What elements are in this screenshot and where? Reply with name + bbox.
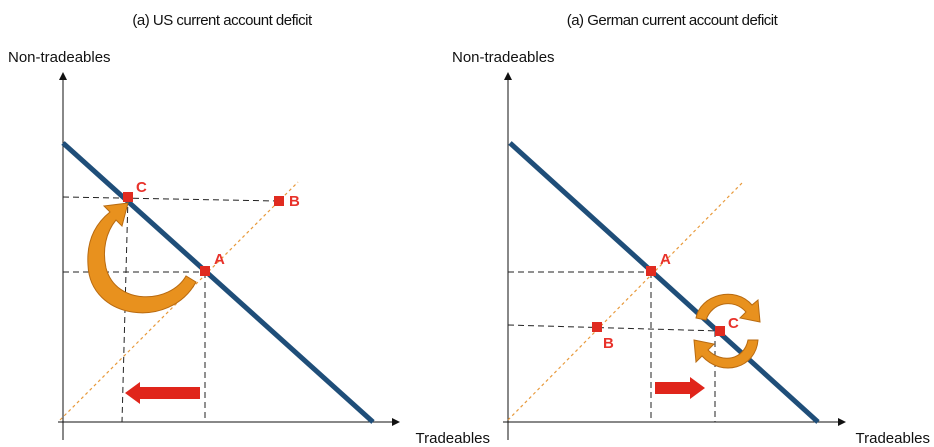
label-c: C bbox=[728, 315, 739, 332]
label-a: A bbox=[214, 251, 225, 268]
point-b bbox=[592, 322, 602, 332]
panel-us: (a) US current account deficit Non-trade… bbox=[8, 12, 490, 447]
curved-arrow bbox=[87, 202, 197, 314]
label-b: B bbox=[289, 193, 300, 210]
left-arrow bbox=[125, 382, 200, 404]
point-c bbox=[715, 326, 725, 336]
y-axis-label: Non-tradeables bbox=[452, 49, 555, 66]
panel-title: (a) German current account deficit bbox=[567, 12, 779, 29]
guide-lines bbox=[507, 271, 721, 422]
point-a bbox=[200, 266, 210, 276]
y-axis-label: Non-tradeables bbox=[8, 49, 111, 66]
circular-arrow-bottom bbox=[693, 339, 759, 369]
x-axis-label: Tradeables bbox=[856, 430, 931, 447]
x-axis-label: Tradeables bbox=[416, 430, 491, 447]
budget-line bbox=[61, 141, 375, 424]
ray bbox=[507, 182, 743, 421]
right-arrow bbox=[655, 377, 705, 399]
circular-arrow-top bbox=[695, 293, 761, 323]
point-c bbox=[123, 192, 133, 202]
label-a: A bbox=[660, 251, 671, 268]
point-a bbox=[646, 266, 656, 276]
label-c: C bbox=[136, 179, 147, 196]
panel-title: (a) US current account deficit bbox=[132, 12, 313, 29]
guide-lines bbox=[62, 196, 280, 423]
label-b: B bbox=[603, 335, 614, 352]
panel-germany: (a) German current account deficit Non-t… bbox=[452, 12, 930, 447]
budget-line bbox=[508, 141, 820, 424]
point-b bbox=[274, 196, 284, 206]
